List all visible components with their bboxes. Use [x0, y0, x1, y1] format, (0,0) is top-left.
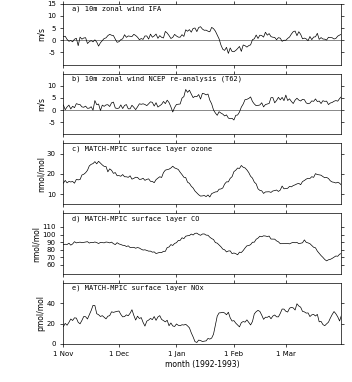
Text: c) MATCH-MPIC surface layer ozone: c) MATCH-MPIC surface layer ozone [72, 145, 212, 152]
Y-axis label: m/s: m/s [36, 97, 45, 111]
Text: e) MATCH-MPIC surface layer NOx: e) MATCH-MPIC surface layer NOx [72, 285, 203, 291]
Text: a) 10m zonal wind IFA: a) 10m zonal wind IFA [72, 6, 161, 12]
Y-axis label: nmol/mol: nmol/mol [36, 156, 45, 192]
Y-axis label: nmol/mol: nmol/mol [32, 226, 41, 262]
Text: d) MATCH-MPIC surface layer CO: d) MATCH-MPIC surface layer CO [72, 215, 199, 222]
Y-axis label: pmol/mol: pmol/mol [37, 295, 45, 332]
Text: b) 10m zonal wind NCEP re-analysis (T62): b) 10m zonal wind NCEP re-analysis (T62) [72, 76, 242, 82]
X-axis label: month (1992-1993): month (1992-1993) [165, 360, 240, 369]
Y-axis label: m/s: m/s [36, 27, 45, 41]
